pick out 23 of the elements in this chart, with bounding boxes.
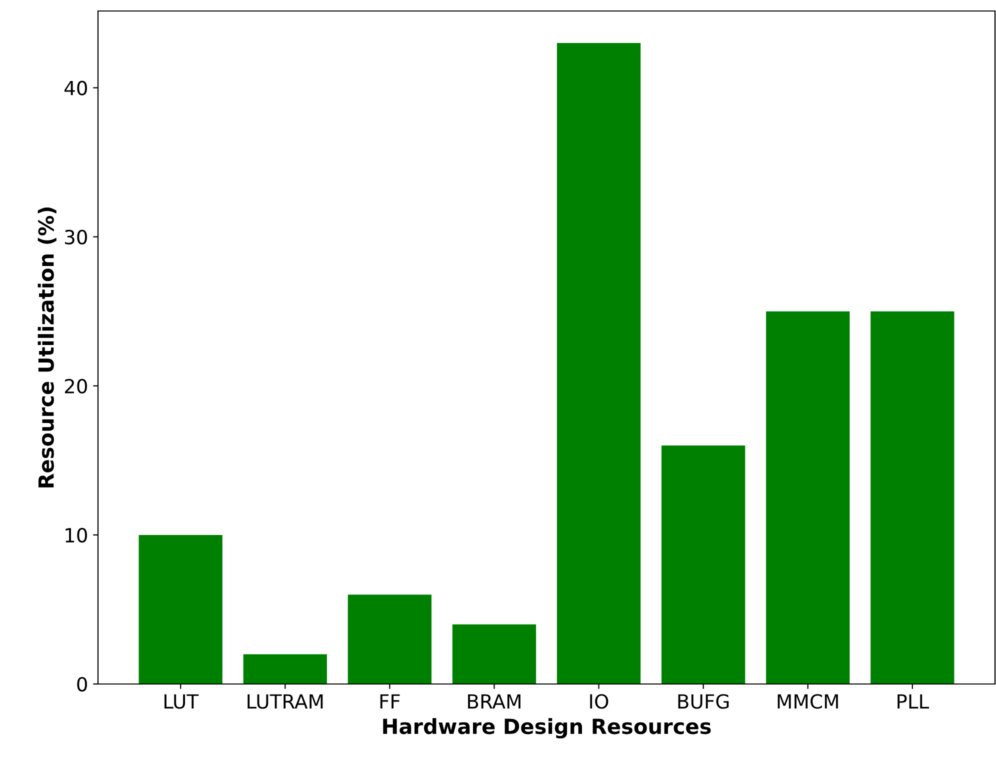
bar: [766, 311, 850, 684]
y-tick-label: 20: [64, 378, 87, 394]
x-axis-title: Hardware Design Resources: [383, 718, 711, 738]
y-tick-label: 0: [77, 676, 87, 692]
x-tick-label: LUTRAM: [248, 694, 323, 709]
x-tick-label: MMCM: [778, 694, 838, 709]
x-tick-label: PLL: [898, 694, 929, 708]
y-axis-title: Resource Utilization (%): [38, 207, 56, 488]
x-tick-label: FF: [380, 694, 400, 708]
bar: [452, 624, 536, 684]
bar: [556, 43, 641, 684]
x-tick-label: BRAM: [468, 694, 520, 708]
bar: [243, 654, 327, 684]
bar: [348, 594, 432, 684]
bar: [138, 534, 222, 684]
y-tick-label: 40: [64, 80, 87, 96]
x-tick-label: LUT: [164, 694, 199, 709]
x-tick-label: BUFG: [678, 694, 729, 709]
y-tick-label: 30: [65, 230, 87, 244]
y-tick-label: 10: [66, 528, 87, 543]
x-tick-label: IO: [590, 694, 608, 709]
bar: [870, 311, 954, 684]
bar: [662, 446, 746, 684]
